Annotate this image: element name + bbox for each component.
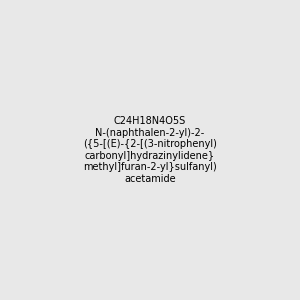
Text: C24H18N4O5S
N-(naphthalen-2-yl)-2-
({5-[(E)-{2-[(3-nitrophenyl)
carbonyl]hydrazi: C24H18N4O5S N-(naphthalen-2-yl)-2- ({5-[… (83, 116, 217, 184)
